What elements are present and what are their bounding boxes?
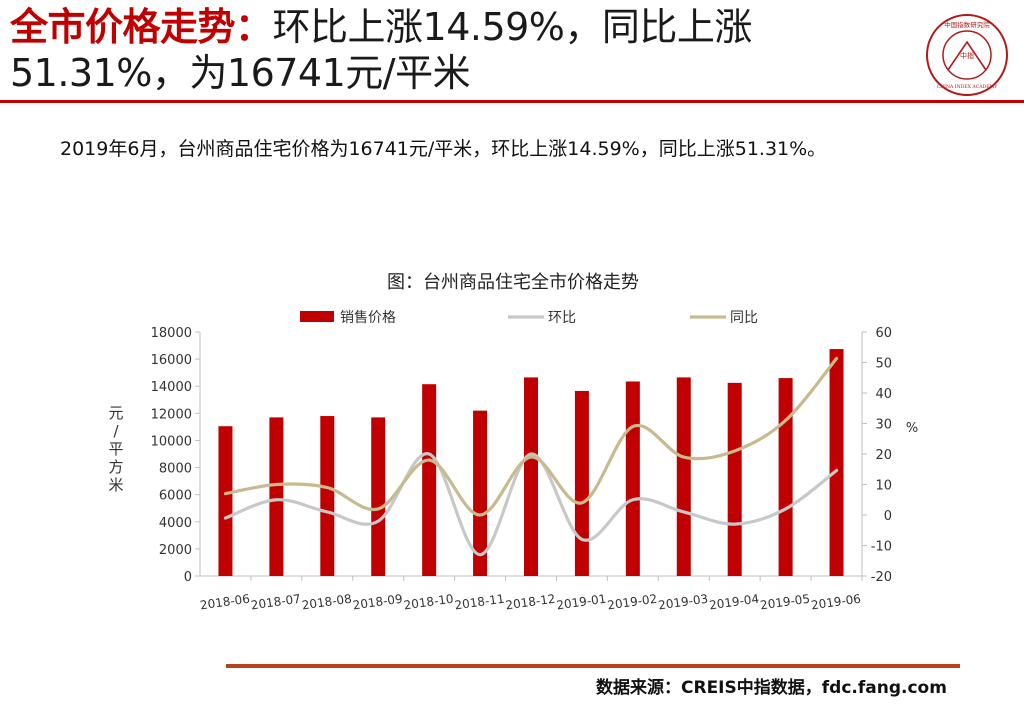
- x-tick-label: 2019-05: [759, 592, 811, 613]
- price-bars: [218, 349, 844, 576]
- bar-2019-04: [727, 382, 742, 576]
- x-tick-label: 2019-04: [708, 592, 760, 613]
- x-tick-label: 2018-08: [301, 592, 353, 613]
- left-tick-label: 10000: [151, 434, 192, 449]
- logo-center-text: 中指: [960, 51, 974, 60]
- right-tick-label: 20: [875, 448, 892, 463]
- price-trend-chart: 图：台州商品住宅全市价格走势 销售价格 环比 同比 18000 16000 14000 1…: [108, 272, 918, 612]
- ratio-lines: [223, 356, 839, 557]
- page-title: 全市价格走势：环比上涨14.59%，同比上涨51.31%，为16741元/平米: [10, 4, 890, 96]
- legend-sales-price-swatch: [300, 311, 334, 322]
- left-tick-label: 16000: [151, 353, 192, 368]
- line-yoy: [223, 356, 839, 517]
- summary-text: 2019年6月，台州商品住宅价格为16741元/平米，环比上涨14.59%，同比…: [60, 138, 827, 160]
- left-tick-label: 2000: [159, 543, 192, 558]
- bar-2019-03: [676, 377, 691, 576]
- bar-2019-01: [574, 390, 589, 576]
- right-tick-label: -20: [871, 570, 892, 585]
- data-source: 数据来源：CREIS中指数据，fdc.fang.com: [596, 678, 947, 698]
- footer-divider: [226, 664, 960, 668]
- left-tick-label: 14000: [151, 380, 192, 395]
- bar-2019-02: [625, 381, 640, 576]
- x-tick-label: 2018-11: [454, 592, 506, 613]
- left-axis-label-char: 米: [108, 476, 123, 494]
- left-tick-label: 12000: [151, 407, 192, 422]
- bar-2018-10: [422, 384, 437, 576]
- left-tick-label: 0: [184, 570, 192, 585]
- left-axis-label-char: 元: [108, 404, 123, 422]
- left-tick-label: 4000: [159, 516, 192, 531]
- bar-2018-11: [473, 410, 488, 576]
- bar-2018-09: [371, 417, 386, 576]
- bar-2019-05: [778, 378, 793, 576]
- left-axis-label-char: 方: [108, 458, 123, 476]
- x-tick-label: 2018-06: [199, 592, 251, 613]
- legend-mom-label: 环比: [548, 310, 576, 326]
- chart-title: 图：台州商品住宅全市价格走势: [387, 272, 639, 293]
- x-tick-label: 2018-09: [352, 592, 404, 613]
- right-tick-label: 40: [875, 387, 892, 402]
- bar-2018-12: [524, 377, 538, 576]
- left-axis-label-char: 平: [108, 440, 123, 458]
- x-tick-label: 2019-01: [556, 592, 608, 613]
- bar-2019-06: [829, 349, 844, 576]
- logo-ring-text: 中国指数研究院: [944, 20, 990, 29]
- right-tick-label: 10: [875, 479, 892, 494]
- institute-logo: 中国指数研究院 中指 CHINA INDEX ACADEMY: [926, 14, 1008, 96]
- title-text: 环比上涨14.59%，同比上涨51.31%，为16741元/平米: [10, 5, 752, 95]
- left-tick-label: 18000: [151, 326, 192, 341]
- right-tick-label: 30: [875, 418, 892, 433]
- right-tick-label: 60: [875, 326, 892, 341]
- right-tick-label: 50: [875, 357, 892, 372]
- left-tick-label: 6000: [159, 489, 192, 504]
- legend-yoy-label: 同比: [730, 310, 758, 326]
- chart-axes: 1800016000140001200010000800060004000200…: [108, 326, 918, 612]
- title-divider: [0, 100, 1024, 103]
- x-tick-label: 2019-03: [657, 592, 709, 613]
- bar-2018-08: [320, 416, 335, 576]
- x-tick-label: 2019-02: [606, 592, 658, 613]
- left-axis-label-char: /: [113, 422, 119, 440]
- chart-legend: 销售价格 环比 同比: [300, 310, 758, 326]
- x-tick-label: 2018-12: [505, 592, 557, 613]
- title-highlight: 全市价格走势：: [10, 5, 273, 49]
- legend-sales-price-label: 销售价格: [340, 310, 396, 326]
- x-tick-label: 2019-06: [810, 592, 862, 613]
- right-tick-label: 0: [884, 509, 892, 524]
- x-tick-label: 2018-10: [403, 592, 455, 613]
- bar-2018-07: [269, 417, 284, 576]
- left-tick-label: 8000: [159, 462, 192, 477]
- right-axis-label: %: [906, 421, 918, 436]
- logo-bottom-text: CHINA INDEX ACADEMY: [937, 84, 999, 90]
- right-tick-label: -10: [871, 540, 892, 555]
- x-tick-label: 2018-07: [250, 592, 302, 613]
- bar-2018-06: [218, 426, 233, 576]
